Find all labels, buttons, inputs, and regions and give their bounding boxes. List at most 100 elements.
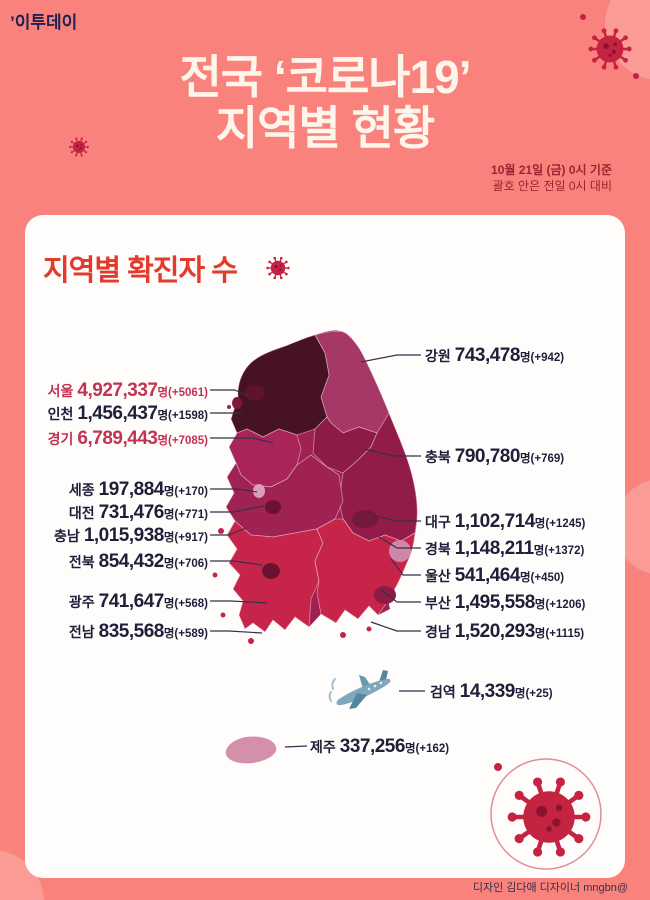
region-label-daejeon: 대전 731,476명(+771)	[69, 501, 208, 524]
region-name: 광주	[68, 594, 95, 610]
map-card: 지역별 확진자 수	[25, 215, 625, 878]
province-gyeonggi	[230, 334, 330, 438]
city-ulsan	[389, 540, 411, 562]
region-delta: 명(+5061)	[157, 387, 208, 399]
date-line2: 괄호 안은 전일 0시 대비	[492, 179, 612, 193]
region-label-gyeonggi: 경기 6,789,443명(+7085)	[48, 427, 208, 450]
region-label-jeonnam: 전남 835,568명(+589)	[69, 620, 208, 643]
region-name: 충북	[425, 449, 451, 465]
region-name: 울산	[425, 568, 451, 584]
region-name: 전남	[68, 624, 95, 640]
region-value: 731,476	[98, 502, 165, 523]
region-delta: 명(+25)	[514, 688, 553, 700]
jeju-island-shape	[225, 736, 277, 764]
region-label-gwangju: 광주 741,647명(+568)	[69, 590, 208, 613]
region-value: 1,520,293	[454, 621, 536, 642]
region-value: 541,464	[454, 565, 521, 586]
region-delta: 명(+589)	[163, 628, 208, 640]
region-delta: 명(+706)	[163, 558, 208, 570]
region-label-ulsan: 울산 541,464명(+450)	[425, 564, 564, 587]
city-incheon	[232, 397, 242, 409]
region-label-busan: 부산 1,495,558명(+1206)	[425, 591, 585, 614]
virus-illustration	[490, 758, 602, 870]
date-line1: 10월 21일 (금) 0시 기준	[491, 163, 612, 177]
virus-dot	[580, 14, 586, 20]
region-label-jeonbuk: 전북 854,432명(+706)	[69, 550, 208, 573]
region-name: 전북	[68, 554, 95, 570]
region-value: 6,789,443	[77, 428, 158, 449]
region-name: 경남	[425, 624, 451, 640]
region-name: 제주	[310, 739, 336, 755]
region-name: 경북	[425, 541, 451, 557]
region-name: 서울	[47, 383, 74, 399]
credit-text: 디자인 김다애 디자이너 mngbn@	[472, 882, 628, 894]
region-label-gyeongnam: 경남 1,520,293명(+1115)	[425, 620, 584, 643]
page-title-line2: 지역별 현황	[215, 102, 435, 154]
virus-dot	[633, 73, 639, 79]
region-name: 경기	[47, 431, 74, 447]
region-value: 14,339	[459, 681, 516, 702]
region-delta: 명(+917)	[163, 532, 208, 544]
region-value: 1,102,714	[454, 511, 536, 532]
region-name: 부산	[425, 595, 451, 611]
region-value: 4,927,337	[77, 380, 158, 401]
region-value: 743,478	[454, 345, 521, 366]
city-gwangju	[262, 563, 280, 579]
date-info: 10월 21일 (금) 0시 기준 괄호 안은 전일 0시 대비	[491, 162, 612, 194]
city-seoul	[245, 385, 265, 401]
city-busan	[374, 586, 396, 604]
city-sejong	[253, 484, 265, 498]
region-name: 검역	[430, 684, 456, 700]
region-value: 741,647	[98, 591, 165, 612]
region-delta: 명(+1245)	[534, 518, 586, 530]
region-label-gyeongbuk: 경북 1,148,211명(+1372)	[425, 537, 584, 560]
region-label-seoul: 서울 4,927,337명(+5061)	[48, 379, 208, 402]
region-label-quarantine: 검역 14,339명(+25)	[430, 680, 553, 703]
region-delta: 명(+568)	[163, 598, 208, 610]
region-value: 835,568	[98, 621, 165, 642]
korea-map	[193, 323, 443, 683]
region-value: 1,148,211	[454, 538, 534, 559]
region-delta: 명(+450)	[519, 572, 565, 584]
region-name: 대구	[425, 514, 451, 530]
region-delta: 명(+942)	[519, 352, 565, 364]
virus-icon	[265, 256, 291, 280]
region-value: 790,780	[454, 446, 521, 467]
region-delta: 명(+771)	[163, 509, 208, 521]
region-name: 세종	[68, 482, 95, 498]
region-label-jeju: 제주 337,256명(+162)	[310, 735, 449, 758]
city-daejeon	[265, 500, 281, 514]
region-value: 1,456,437	[77, 403, 158, 424]
region-name: 인천	[47, 406, 74, 422]
region-delta: 명(+1115)	[534, 628, 585, 640]
region-name: 대전	[68, 505, 95, 521]
region-value: 1,015,938	[83, 525, 165, 546]
region-delta: 명(+7085)	[157, 435, 208, 447]
page-title-line1: 전국 ‘코로나19’	[179, 51, 471, 103]
region-delta: 명(+162)	[404, 743, 450, 755]
airplane-icon	[328, 670, 391, 709]
region-delta: 명(+1206)	[534, 599, 586, 611]
region-delta: 명(+769)	[519, 453, 565, 465]
region-label-chungnam: 충남 1,015,938명(+917)	[54, 524, 208, 547]
region-name: 충남	[54, 528, 80, 544]
region-value: 854,432	[98, 551, 165, 572]
region-value: 1,495,558	[454, 592, 536, 613]
region-label-daegu: 대구 1,102,714명(+1245)	[425, 510, 585, 533]
region-label-incheon: 인천 1,456,437명(+1598)	[48, 402, 208, 425]
region-delta: 명(+1372)	[533, 545, 585, 557]
region-delta: 명(+170)	[163, 486, 208, 498]
virus-dot	[494, 763, 502, 771]
city-daegu	[352, 510, 378, 528]
region-label-chungbuk: 충북 790,780명(+769)	[425, 445, 564, 468]
page-title: 전국 ‘코로나19’ 지역별 현황	[0, 52, 650, 154]
region-value: 337,256	[339, 736, 406, 757]
region-label-sejong: 세종 197,884명(+170)	[69, 478, 208, 501]
region-delta: 명(+1598)	[157, 410, 208, 422]
region-label-gangwon: 강원 743,478명(+942)	[425, 344, 564, 367]
card-title: 지역별 확진자 수	[43, 255, 238, 287]
region-name: 강원	[425, 348, 451, 364]
publisher-logo: ’이투데이	[10, 13, 78, 32]
region-value: 197,884	[98, 479, 165, 500]
